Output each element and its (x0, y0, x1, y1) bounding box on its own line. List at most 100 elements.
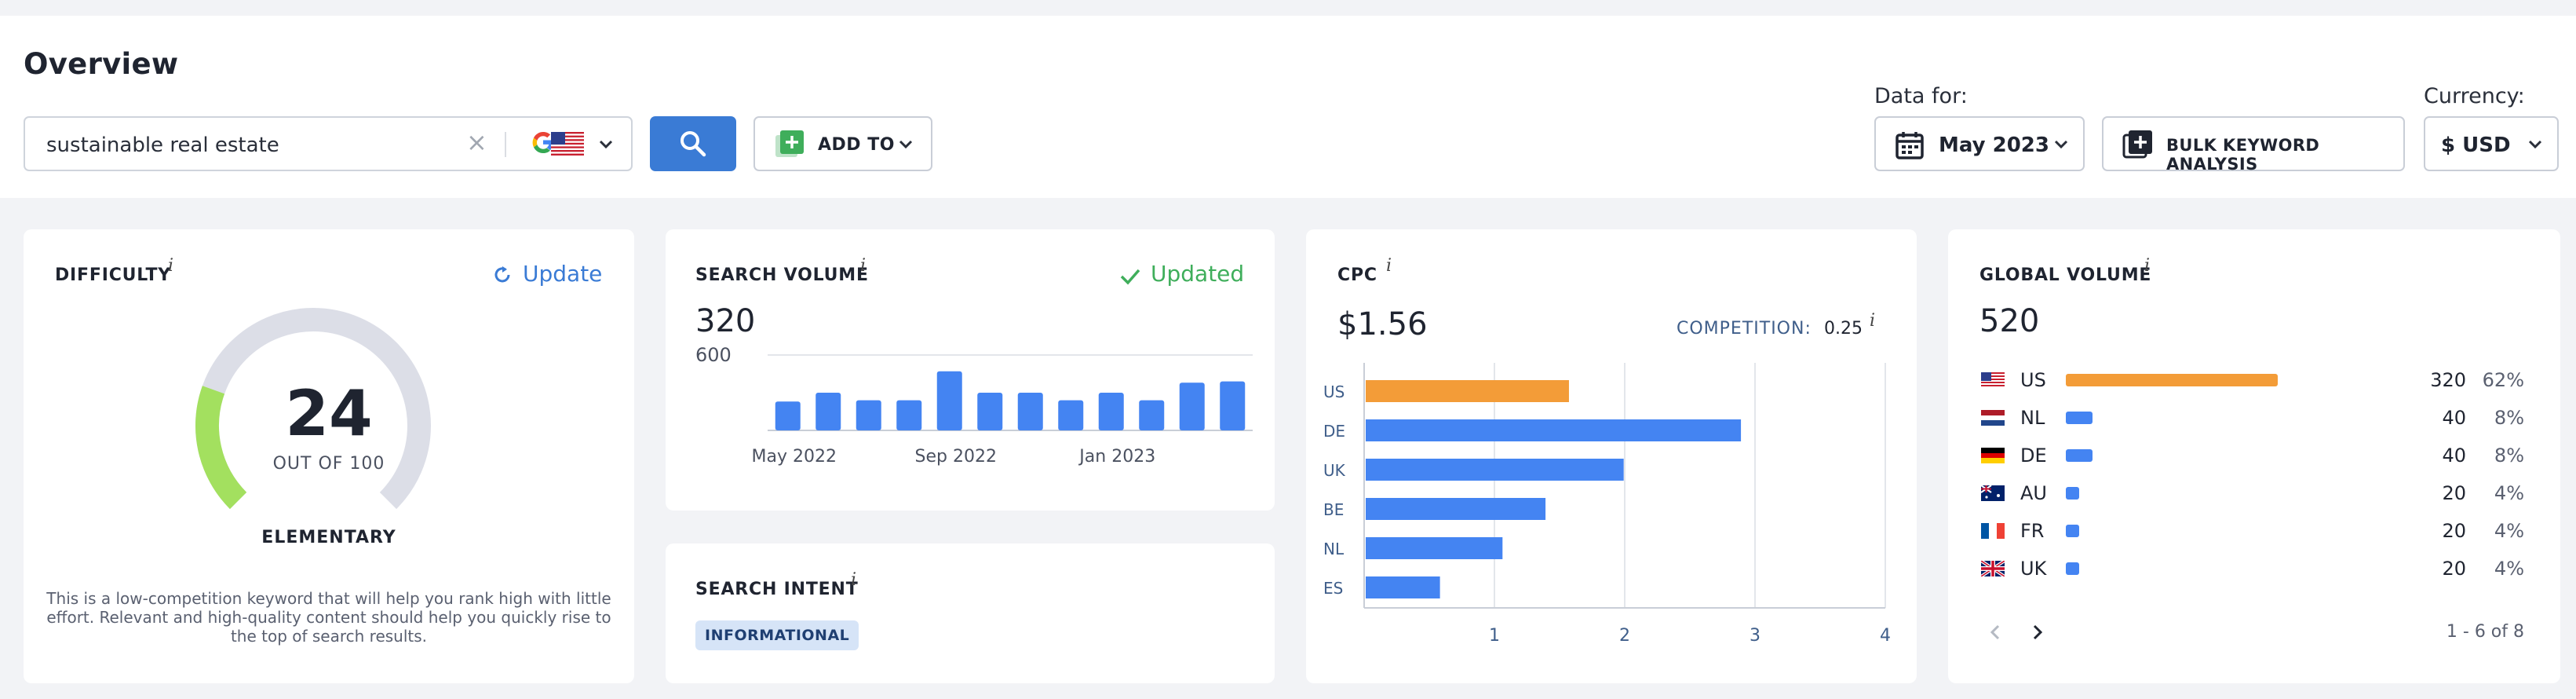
volume-bar[interactable] (815, 393, 841, 430)
chevron-down-icon[interactable] (598, 138, 614, 153)
country-code: DE (2020, 445, 2047, 467)
x-tick-label: 3 (1750, 626, 1761, 646)
chevron-down-icon (2054, 140, 2068, 149)
us-flag-icon (1981, 372, 2005, 388)
info-icon[interactable]: i (1870, 311, 1876, 331)
search-intent-card: SEARCH INTENT i INFORMATIONAL (666, 543, 1275, 683)
country-share: 4% (2494, 558, 2524, 580)
fr-flag-icon (1981, 523, 2005, 539)
y-tick-label: DE (1323, 422, 1345, 441)
add-to-button[interactable]: ADD TO (753, 116, 932, 171)
intent-badge: INFORMATIONAL (695, 620, 859, 650)
update-label: Update (523, 261, 603, 287)
volume-bar[interactable] (1179, 382, 1205, 430)
country-code: FR (2020, 520, 2045, 542)
x-tick-label: Jan 2023 (1078, 447, 1155, 467)
divider (505, 132, 506, 157)
description-line: This is a low-competition keyword that w… (46, 589, 611, 608)
cpc-chart: 1 2 3 4 US DE UK BE NL ES (1323, 363, 1891, 646)
cpc-title: CPC (1337, 265, 1377, 285)
date-select[interactable]: May 2023 (1874, 116, 2085, 171)
country-code: US (2020, 369, 2046, 391)
clear-icon[interactable]: × (466, 127, 487, 157)
info-icon[interactable]: i (168, 256, 174, 276)
add-to-label: ADD TO (818, 135, 895, 155)
x-tick-label: 2 (1619, 626, 1630, 646)
de-flag-icon (1981, 448, 2005, 463)
global-volume-card: GLOBAL VOLUME i 520 US 320 62% NL 40 8% DE 40 8%… (1948, 229, 2560, 683)
country-row: DE 40 8% (1948, 440, 2560, 471)
nl-flag-icon (1981, 410, 2005, 426)
difficulty-card: DIFFICULTY i Update 24 OUT OF 100 ELEMEN… (24, 229, 634, 683)
country-row: NL 40 8% (1948, 402, 2560, 434)
difficulty-description: This is a low-competition keyword that w… (39, 589, 618, 646)
y-tick-label: ES (1323, 579, 1343, 598)
volume-bar (2066, 525, 2079, 537)
country-code: NL (2020, 407, 2045, 429)
volume-bar[interactable] (1220, 381, 1246, 430)
updated-label: Updated (1151, 261, 1245, 287)
cpc-bar[interactable] (1366, 537, 1503, 559)
country-code: AU (2020, 482, 2047, 504)
country-row: FR 20 4% (1948, 515, 2560, 547)
us-flag-icon[interactable] (551, 132, 584, 159)
y-tick-label: UK (1323, 461, 1346, 480)
difficulty-title: DIFFICULTY (55, 265, 172, 285)
info-icon[interactable]: i (2144, 256, 2151, 276)
au-flag-icon (1981, 485, 2005, 501)
x-tick-label: Sep 2022 (915, 447, 997, 467)
data-for-label: Data for: (1874, 84, 1968, 108)
country-share: 8% (2494, 445, 2524, 467)
search-button[interactable] (650, 116, 736, 171)
cpc-bar[interactable] (1366, 459, 1624, 481)
bulk-label: BULK KEYWORD ANALYSIS (2166, 136, 2320, 174)
global-volume-value: 520 (1979, 303, 2040, 339)
volume-bar[interactable] (775, 401, 801, 430)
global-volume-list: US 320 62% NL 40 8% DE 40 8% AU 20 4% FR 20 4% UK 20 4% (1948, 355, 2560, 583)
currency-value: $ USD (2441, 134, 2511, 157)
cpc-bar[interactable] (1366, 380, 1569, 402)
y-tick-label: US (1323, 382, 1345, 401)
difficulty-value: 24 (285, 377, 373, 450)
volume-bar[interactable] (936, 371, 962, 430)
volume-bar (2066, 562, 2079, 575)
country-share: 8% (2494, 407, 2524, 429)
country-share: 62% (2482, 369, 2524, 391)
country-row: AU 20 4% (1948, 478, 2560, 509)
google-icon (530, 129, 556, 163)
chevron-left-icon[interactable] (1989, 624, 2001, 641)
keyword-search-box[interactable]: sustainable real estate × (24, 116, 633, 171)
volume-bar[interactable] (1098, 393, 1124, 430)
volume-bar (2066, 487, 2079, 500)
currency-select[interactable]: $ USD (2424, 116, 2559, 171)
info-icon[interactable]: i (860, 256, 867, 276)
y-tick-label: BE (1323, 500, 1344, 519)
cpc-bar[interactable] (1366, 419, 1742, 441)
country-volume: 20 (2442, 520, 2466, 542)
gauge-fill (195, 386, 247, 510)
uk-flag-icon (1981, 561, 2005, 576)
description-line: effort. Relevant and high-quality conten… (46, 608, 611, 627)
info-icon[interactable]: i (1386, 256, 1392, 276)
check-icon (1120, 269, 1140, 285)
volume-bar[interactable] (896, 400, 922, 430)
calendar-icon (1896, 132, 1924, 159)
volume-bar[interactable] (977, 393, 1003, 430)
country-volume: 320 (2430, 369, 2466, 391)
difficulty-gauge (195, 308, 431, 510)
country-share: 4% (2494, 482, 2524, 504)
country-row: UK 20 4% (1948, 553, 2560, 584)
volume-bar[interactable] (1017, 393, 1043, 430)
info-icon[interactable]: i (851, 570, 857, 590)
cpc-bar[interactable] (1366, 576, 1440, 598)
volume-bar[interactable] (1058, 400, 1084, 430)
cpc-bar[interactable] (1366, 498, 1546, 520)
volume-bar[interactable] (1139, 400, 1165, 430)
cpc-value: $1.56 (1337, 306, 1428, 342)
bulk-keyword-analysis-button[interactable]: BULK KEYWORD ANALYSIS (2102, 116, 2405, 174)
volume-bar (2066, 412, 2093, 424)
volume-bar (2066, 449, 2093, 462)
volume-bar[interactable] (856, 400, 881, 430)
search-input[interactable]: sustainable real estate (46, 134, 279, 157)
chevron-right-icon[interactable] (2031, 624, 2044, 641)
